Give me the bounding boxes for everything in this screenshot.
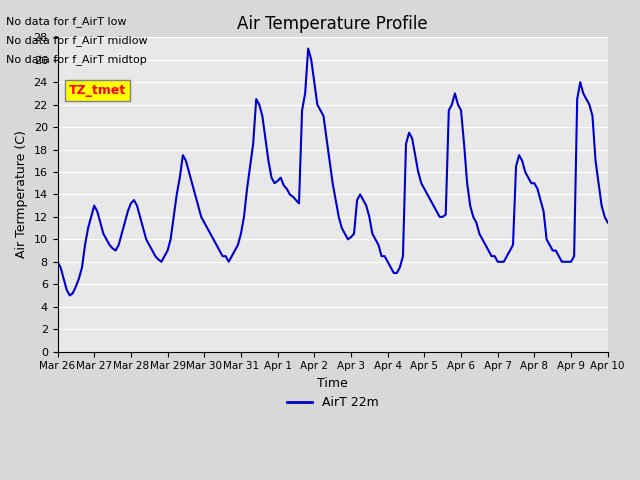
Y-axis label: Air Termperature (C): Air Termperature (C) <box>15 131 28 258</box>
X-axis label: Time: Time <box>317 377 348 390</box>
Text: No data for f_AirT midlow: No data for f_AirT midlow <box>6 35 148 46</box>
Text: No data for f_AirT midtop: No data for f_AirT midtop <box>6 54 147 65</box>
Text: No data for f_AirT low: No data for f_AirT low <box>6 16 127 27</box>
Legend: AirT 22m: AirT 22m <box>282 391 383 414</box>
Text: TZ_tmet: TZ_tmet <box>68 84 126 97</box>
Title: Air Temperature Profile: Air Temperature Profile <box>237 15 428 33</box>
